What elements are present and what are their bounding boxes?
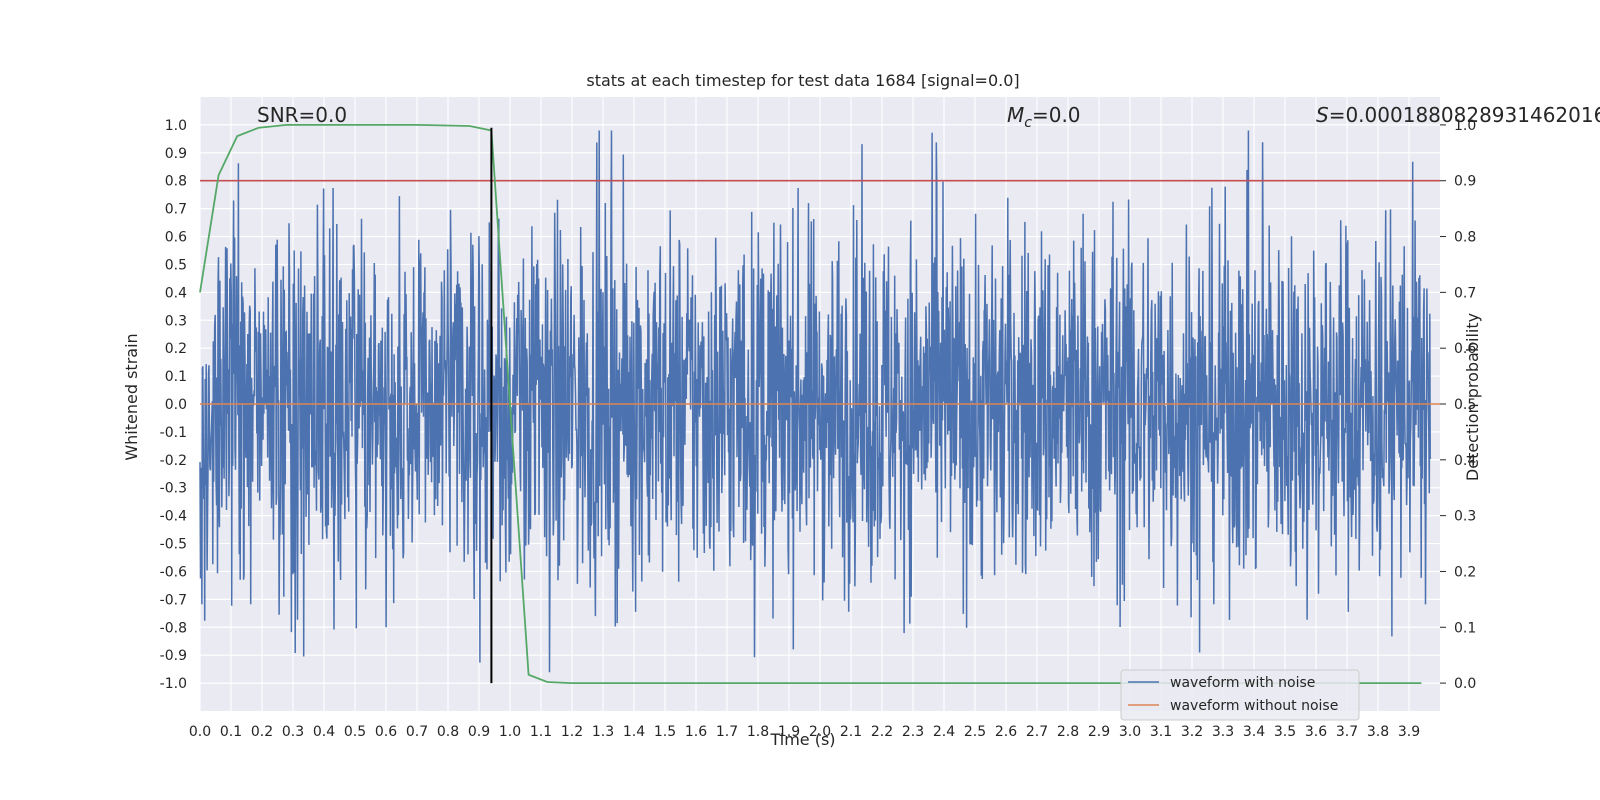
x-axis-label: Time (s) [769, 730, 835, 749]
y-tick-label: -0.1 [160, 425, 187, 441]
y2-tick-label: 0.9 [1454, 174, 1476, 190]
x-tick-label: 1.6 [685, 724, 707, 740]
x-tick-label: 0.2 [251, 724, 273, 740]
s-symbol: S [1316, 103, 1329, 127]
x-tick-label: 2.2 [871, 724, 893, 740]
y-tick-label: 0.7 [165, 202, 187, 218]
mc-subscript: c [1024, 115, 1032, 131]
plot-area [199, 124, 1440, 684]
y2-tick-label: 0.4 [1454, 453, 1476, 469]
legend: waveform with noise waveform without noi… [1120, 669, 1360, 721]
x-tick-label: 0.9 [468, 724, 490, 740]
x-tick-label: 0.8 [437, 724, 459, 740]
x-tick-label: 3.8 [1367, 724, 1389, 740]
y2-tick-label: 0.2 [1454, 564, 1476, 580]
y-tick-label: 0.0 [165, 397, 187, 413]
y-tick-label: -0.8 [160, 620, 187, 636]
x-tick-label: 2.4 [933, 724, 955, 740]
y2-tick-label: 0.0 [1454, 676, 1476, 692]
x-tick-label: 1.4 [623, 724, 645, 740]
y2-tick-label: 0.1 [1454, 620, 1476, 636]
x-tick-label: 1.2 [561, 724, 583, 740]
x-tick-label: 0.6 [375, 724, 397, 740]
x-tick-label: 2.7 [1026, 724, 1048, 740]
y2-axis-label: Detection probability [1463, 313, 1482, 481]
x-tick-label: 2.1 [840, 724, 862, 740]
mc-symbol: M [1007, 103, 1024, 127]
x-tick-label: 0.4 [313, 724, 335, 740]
y-tick-label: 1.0 [165, 118, 187, 134]
y-tick-label: 0.4 [165, 285, 187, 301]
x-tick-label: 2.0 [809, 724, 831, 740]
y-tick-label: -0.5 [160, 537, 187, 553]
y-axis-ticks: 1.0 0.9 0.8 0.7 0.6 0.5 0.4 0.3 0.2 0.1 0.0 -0.1 -0.… [160, 118, 187, 692]
y-tick-label: 0.6 [165, 230, 187, 246]
x-tick-label: 3.5 [1274, 724, 1296, 740]
x-tick-label: 3.4 [1243, 724, 1265, 740]
x-tick-label: 2.9 [1088, 724, 1110, 740]
x-tick-label: 1.8 [747, 724, 769, 740]
x-tick-label: 1.9 [778, 724, 800, 740]
x-tick-label: 1.5 [654, 724, 676, 740]
y-tick-label: 0.8 [165, 174, 187, 190]
y2-axis-ticks: 1.0 0.9 0.8 0.7 0.6 0.5 0.4 0.3 0.2 0.1 0.0 [1440, 118, 1476, 692]
x-tick-label: 3.3 [1212, 724, 1234, 740]
x-tick-label: 3.1 [1150, 724, 1172, 740]
x-tick-label: 0.5 [344, 724, 366, 740]
chart-title: stats at each timestep for test data 168… [586, 71, 1019, 90]
y2-tick-label: 0.5 [1454, 397, 1476, 413]
chirp-mass-annotation: Mc=0.0 [1007, 103, 1081, 131]
x-tick-label: 0.0 [189, 724, 211, 740]
y-tick-label: -0.6 [160, 564, 187, 580]
x-tick-label: 0.3 [282, 724, 304, 740]
x-tick-label: 1.7 [716, 724, 738, 740]
series-waveform-with-noise [199, 130, 1432, 673]
x-tick-label: 2.6 [995, 724, 1017, 740]
y-tick-label: -0.9 [160, 648, 187, 664]
y-axis-label: Whitened strain [122, 333, 141, 460]
s-value: =0.00018808289314620167 [1329, 103, 1600, 127]
x-tick-label: 2.8 [1057, 724, 1079, 740]
legend-box [1120, 669, 1360, 721]
x-tick-label: 2.5 [964, 724, 986, 740]
x-tick-label: 0.7 [406, 724, 428, 740]
y-tick-label: 0.5 [165, 257, 187, 273]
s-annotation: S=0.00018808289314620167 [1316, 103, 1600, 127]
x-axis-ticks: 0.0 0.1 0.2 0.3 0.4 0.5 0.6 0.7 0.8 0.9 1.0 1.1 1.2 1… [189, 724, 1420, 740]
legend-label-clean: waveform without noise [1170, 698, 1338, 714]
x-tick-label: 2.3 [902, 724, 924, 740]
y-tick-label: 0.3 [165, 313, 187, 329]
x-tick-label: 1.0 [499, 724, 521, 740]
x-tick-label: 1.3 [592, 724, 614, 740]
y-tick-label: -1.0 [160, 676, 187, 692]
y-tick-label: -0.7 [160, 592, 187, 608]
y2-tick-label: 0.7 [1454, 285, 1476, 301]
mc-value: =0.0 [1032, 103, 1081, 127]
y2-tick-label: 0.3 [1454, 509, 1476, 525]
x-tick-label: 3.2 [1181, 724, 1203, 740]
y-tick-label: -0.4 [160, 509, 187, 525]
x-tick-label: 3.6 [1305, 724, 1327, 740]
x-tick-label: 3.7 [1336, 724, 1358, 740]
x-tick-label: 3.9 [1398, 724, 1420, 740]
y2-tick-label: 0.8 [1454, 230, 1476, 246]
y-tick-label: 0.2 [165, 341, 187, 357]
x-tick-label: 1.1 [530, 724, 552, 740]
y-tick-label: -0.3 [160, 481, 187, 497]
snr-annotation: SNR=0.0 [257, 103, 347, 127]
y2-tick-label: 0.6 [1454, 341, 1476, 357]
x-tick-label: 3.0 [1119, 724, 1141, 740]
y2-tick-label: 1.0 [1454, 118, 1476, 134]
legend-label-noise: waveform with noise [1170, 675, 1315, 691]
y-tick-label: -0.2 [160, 453, 187, 469]
y-tick-label: 0.1 [165, 369, 187, 385]
x-tick-label: 0.1 [220, 724, 242, 740]
y-tick-label: 0.9 [165, 146, 187, 162]
